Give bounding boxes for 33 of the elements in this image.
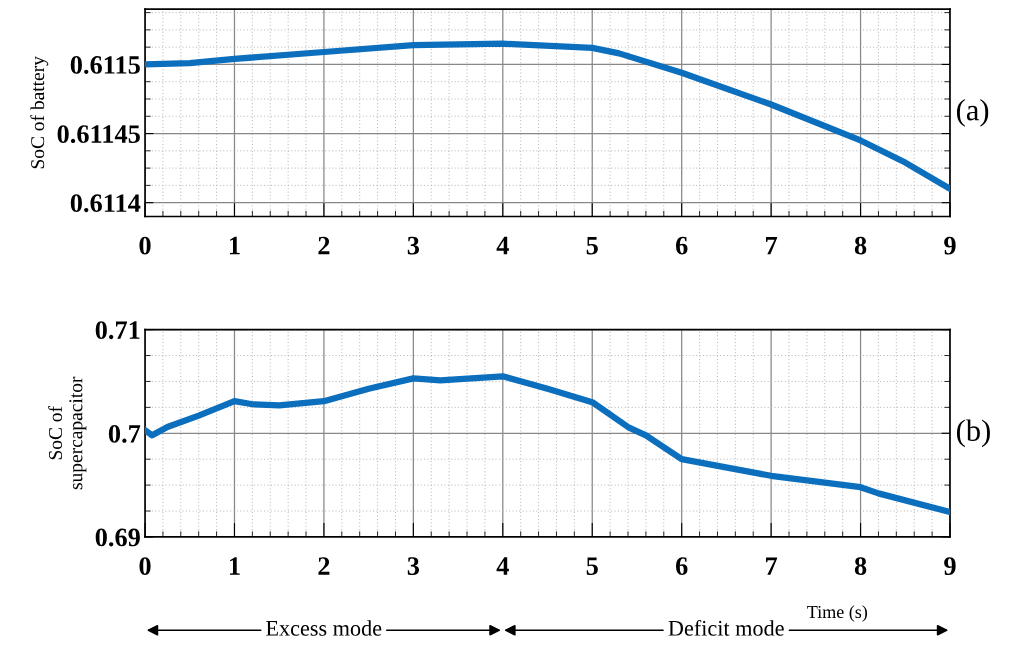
x-tick-label: 9 [944,236,956,255]
x-tick-label: 6 [675,557,688,575]
y-tick-label: 0.71 [95,321,140,340]
x-tick-label: 1 [230,557,240,575]
x-tick-label: 8 [854,236,867,255]
x-tick-label: 7 [766,557,778,575]
x-tick-label: 5 [586,236,598,255]
y-axis-title: SoC of supercapacitor [48,376,87,490]
y-tick-label: 0.7 [108,424,141,443]
x-tick-label: 4 [496,557,509,575]
y-axis-title: SoC of battery [30,56,49,169]
x-tick-label: 8 [854,557,867,575]
x-tick-label: 1 [230,236,240,255]
y-tick-label: 0.61145 [57,125,140,144]
x-tick-label: 2 [318,236,330,255]
text: Deficit mode [668,619,784,636]
y-tick-label: 0.6114 [70,194,141,213]
x-tick-label: 2 [318,557,330,575]
x-tick-label: 9 [944,557,956,575]
text: (a) [956,98,989,127]
x-tick-label: 3 [407,236,420,255]
text: (b) [956,419,990,448]
x-tick-label: 0 [139,557,151,575]
x-tick-label: 7 [766,236,778,255]
y-tick-label: 0.69 [95,528,140,547]
y-tick-label: 0.6115 [70,56,140,74]
x-tick-label: 6 [675,236,688,255]
x-tick-label: 4 [496,236,509,255]
x-tick-label: 5 [586,557,598,575]
x-tick-label: 0 [139,236,151,255]
x-axis-title: Time (s) [807,605,868,622]
x-tick-label: 3 [407,557,420,575]
text: Excess mode [266,620,382,636]
